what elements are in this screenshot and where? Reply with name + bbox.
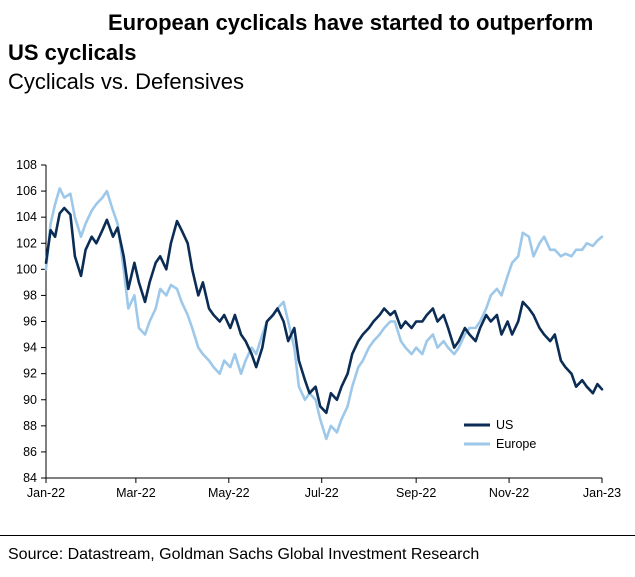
y-tick-label: 102 xyxy=(16,236,37,250)
series-line-us xyxy=(44,206,604,415)
y-axis: 84 86 88 90 92 94 96 98 100 102 104 106 108 xyxy=(16,158,47,485)
line-chart: 84 86 88 90 92 94 96 98 100 102 104 106 108 Jan-22 Ma… xyxy=(16,158,621,500)
y-tick-label: 92 xyxy=(23,367,37,381)
y-tick-label: 96 xyxy=(23,315,37,329)
y-tick-label: 86 xyxy=(23,445,37,459)
y-tick-label: 98 xyxy=(23,288,37,302)
x-tick-label: May-22 xyxy=(208,486,250,500)
y-tick-label: 100 xyxy=(16,262,37,276)
x-axis: Jan-22 Mar-22 May-22 Jul-22 Sep-22 Nov-22 Jan-… xyxy=(27,477,621,500)
footer-divider xyxy=(0,535,635,536)
source-note: Source: Datastream, Goldman Sachs Global… xyxy=(8,546,480,563)
legend: US Europe xyxy=(464,418,536,451)
x-tick-label: Mar-22 xyxy=(116,486,156,500)
series-line-europe xyxy=(44,187,604,441)
x-tick-label: Jan-22 xyxy=(27,486,65,500)
series-layer xyxy=(44,187,604,441)
y-tick-label: 106 xyxy=(16,184,37,198)
y-tick-label: 108 xyxy=(16,158,37,172)
y-tick-label: 90 xyxy=(23,393,37,407)
chart-title: European cyclicals have started to outpe… xyxy=(8,10,594,65)
legend-label-us: US xyxy=(496,418,513,432)
x-tick-label: Jan-23 xyxy=(583,486,621,500)
y-tick-label: 84 xyxy=(23,471,37,485)
x-tick-label: Sep-22 xyxy=(396,486,436,500)
x-tick-label: Nov-22 xyxy=(489,486,529,500)
chart-subtitle: Cyclicals vs. Defensives xyxy=(8,69,244,94)
y-tick-label: 104 xyxy=(16,210,37,224)
x-tick-label: Jul-22 xyxy=(305,486,339,500)
y-tick-label: 94 xyxy=(23,341,37,355)
legend-label-europe: Europe xyxy=(496,437,536,451)
y-tick-label: 88 xyxy=(23,419,37,433)
